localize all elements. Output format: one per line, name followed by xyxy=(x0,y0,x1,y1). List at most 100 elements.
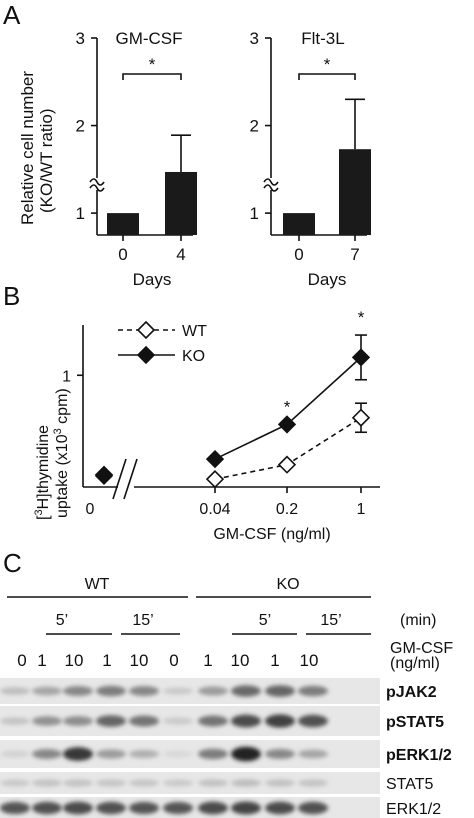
x-axis-label: Days xyxy=(308,270,347,289)
blot-band xyxy=(63,747,93,761)
blot-band xyxy=(265,685,295,697)
blot-band xyxy=(231,801,261,815)
blot-band xyxy=(63,801,93,815)
point-WT xyxy=(351,408,371,427)
significance-star: * xyxy=(149,55,156,74)
blot-band xyxy=(129,779,159,787)
panel-b-ylabel: [3H]thymidine uptake (x103 cpm) xyxy=(33,388,71,520)
y-tick-label: 1 xyxy=(76,204,85,223)
blot-band xyxy=(163,687,193,695)
point-KO xyxy=(205,449,225,469)
blot-band xyxy=(32,748,62,760)
chart-thymidine-uptake: 1 0 0.04 0.2 1 GM-CSF (ng/ml) * * WT KO xyxy=(62,308,380,543)
blot-band xyxy=(96,749,126,759)
panel-b-letter: B xyxy=(3,281,20,311)
blot-band xyxy=(96,685,126,697)
blot-band xyxy=(265,779,295,787)
chart-title: GM-CSF xyxy=(115,29,182,48)
dose-label: 10 xyxy=(130,651,149,670)
x-axis-label: GM-CSF (ng/ml) xyxy=(213,526,330,543)
dose-header-line2: (ng/ml) xyxy=(390,655,440,672)
blot-band xyxy=(265,714,295,728)
dose-label: 10 xyxy=(231,651,250,670)
blot-band xyxy=(163,717,193,725)
chart-title: Flt-3L xyxy=(301,29,344,48)
blot-band xyxy=(96,801,126,815)
x-tick-label: 0 xyxy=(86,501,95,518)
blot-band xyxy=(0,717,30,725)
blot-band xyxy=(32,801,62,815)
y-tick-label: 1 xyxy=(250,204,259,223)
blot-band xyxy=(231,685,261,697)
significance-star: * xyxy=(358,308,365,327)
blot-band xyxy=(129,801,159,815)
bar xyxy=(283,213,315,235)
blot-band xyxy=(265,748,295,760)
blot-band xyxy=(163,801,193,815)
x-tick-label: 0 xyxy=(294,245,303,264)
blot-label: pSTAT5 xyxy=(386,714,444,731)
legend-marker xyxy=(136,320,156,340)
x-tick-label: 4 xyxy=(176,245,185,264)
dose-label: 0 xyxy=(169,651,178,670)
point-WT xyxy=(205,470,225,489)
bar xyxy=(165,171,197,235)
legend-marker xyxy=(136,345,156,365)
blot-band xyxy=(129,749,159,759)
dose-label: 1 xyxy=(203,651,212,670)
axis-break xyxy=(112,458,127,500)
blot-band xyxy=(96,779,126,787)
blot-label: ERK1/2 xyxy=(386,801,441,818)
y-tick-label: 3 xyxy=(76,29,85,48)
significance-bracket xyxy=(298,73,356,80)
blot-band xyxy=(298,801,328,815)
blot-band xyxy=(63,716,93,726)
blot-label: STAT5 xyxy=(386,776,434,793)
y-tick-label: 2 xyxy=(250,117,259,136)
axis-break xyxy=(263,178,279,192)
blot-label: pJAK2 xyxy=(386,684,437,701)
group-label-ko: KO xyxy=(276,576,299,593)
bar xyxy=(107,213,139,235)
y-tick-label: 3 xyxy=(250,29,259,48)
blot-band xyxy=(231,746,261,762)
axis-break xyxy=(123,458,138,500)
point-KO xyxy=(351,348,371,367)
blot-band xyxy=(63,685,93,697)
blot-band xyxy=(198,779,228,787)
blot-band xyxy=(163,779,193,787)
panel-a-ylabel-line1: Relative cell number xyxy=(18,71,37,225)
x-tick-label: 0.04 xyxy=(199,501,230,518)
blot-band xyxy=(198,686,228,696)
point-KO xyxy=(94,465,114,484)
ylabel-line2: uptake (x103 cpm) xyxy=(52,388,71,518)
point-WT xyxy=(277,455,297,474)
significance-bracket xyxy=(122,73,182,80)
time-label: 15’ xyxy=(132,612,153,629)
blot-band xyxy=(265,801,295,815)
y-tick-label: 2 xyxy=(76,117,85,136)
dose-label: 0 xyxy=(17,651,26,670)
blot-band xyxy=(32,686,62,696)
dose-header-line1: GM-CSF xyxy=(390,640,453,657)
blot-band xyxy=(0,801,30,815)
blot-band xyxy=(163,750,193,758)
blot-band xyxy=(32,716,62,726)
dose-label: 1 xyxy=(37,651,46,670)
group-label-wt: WT xyxy=(85,576,110,593)
blot-band xyxy=(298,749,328,759)
blot-band xyxy=(298,685,328,697)
blot-band xyxy=(96,715,126,727)
x-axis-label: Days xyxy=(133,270,172,289)
blot-band xyxy=(129,685,159,697)
blot-label: pERK1/2 xyxy=(386,747,452,764)
significance-star: * xyxy=(284,397,291,416)
time-label: 5’ xyxy=(56,612,68,629)
y-tick-label: 1 xyxy=(62,368,71,385)
blot-band xyxy=(231,714,261,728)
x-tick-label: 0 xyxy=(118,245,127,264)
blot-band xyxy=(0,750,30,758)
blot-band xyxy=(32,779,62,787)
